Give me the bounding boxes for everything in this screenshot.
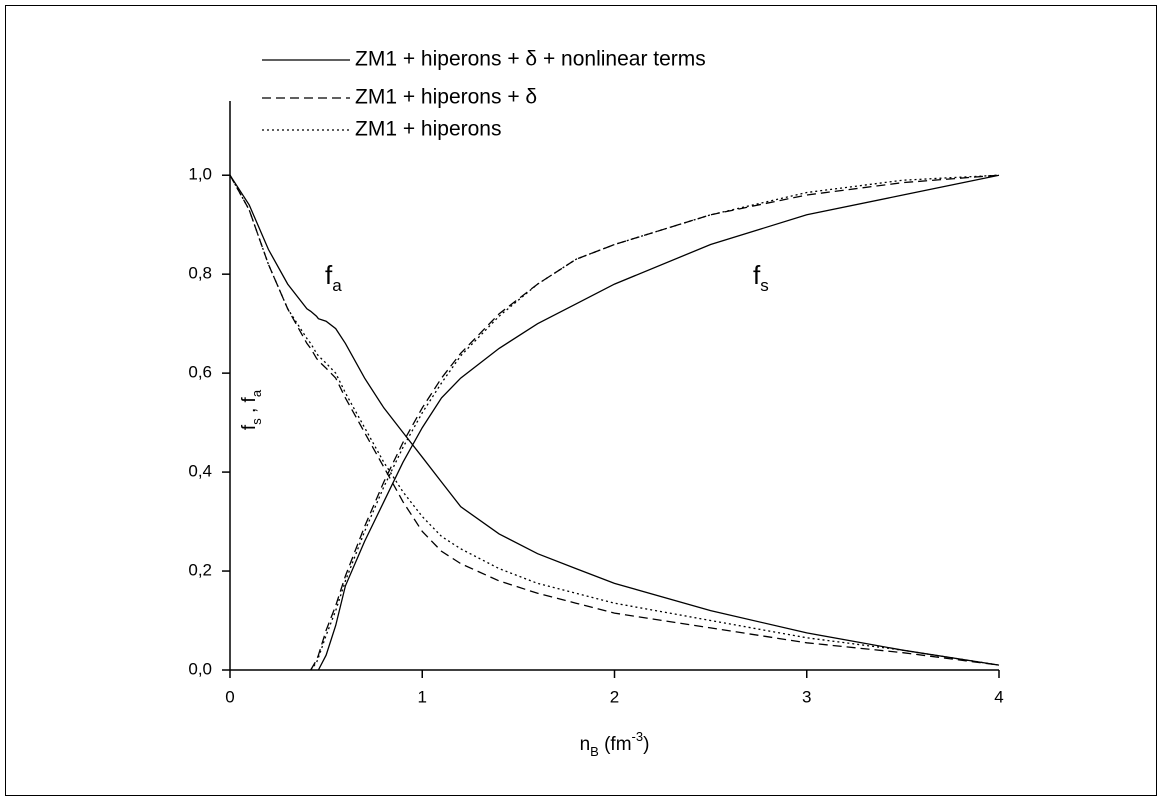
annotation-sub: a: [332, 276, 342, 295]
series-line: [229, 174, 1000, 666]
y-axis-label-part: , f: [239, 396, 260, 418]
x-axis-label-part: n: [580, 734, 591, 755]
series-line: [317, 174, 1000, 671]
y-tick-label: 0,4: [188, 462, 212, 481]
y-axis-label-part: f: [239, 424, 260, 430]
y-tick-label: 0,0: [188, 659, 212, 678]
series-line: [229, 174, 1000, 666]
x-axis-label-part: ): [643, 734, 649, 755]
y-tick-label: 0,2: [188, 561, 212, 580]
legend-label: ZM1 + hiperons + δ + nonlinear terms: [355, 48, 706, 71]
x-tick-label: 4: [994, 687, 1003, 706]
frame: [5, 5, 1157, 796]
y-tick-label: 0,6: [188, 363, 212, 382]
annotation: fa: [325, 260, 342, 295]
legend-label: ZM1 + hiperons + δ: [355, 86, 537, 109]
legend-label: ZM1 + hiperons: [355, 118, 502, 141]
series-line: [310, 174, 1000, 671]
y-axis-label-part: a: [249, 389, 264, 397]
series-line: [310, 174, 1000, 671]
y-tick-label: 1,0: [188, 165, 212, 184]
annotation: fs: [753, 260, 769, 295]
x-axis-label-part: B: [590, 744, 599, 759]
annotation-sub: s: [760, 276, 769, 295]
x-tick-label: 3: [802, 687, 811, 706]
annotation-text: f: [325, 260, 333, 290]
series-line: [229, 174, 1000, 666]
annotation-text: f: [753, 260, 761, 290]
x-axis-label: nB (fm-3): [580, 729, 650, 759]
x-axis-label-part: (fm: [599, 734, 632, 755]
x-tick-label: 2: [610, 687, 619, 706]
x-tick-label: 0: [225, 687, 234, 706]
x-axis-label-part: -3: [632, 729, 644, 744]
y-tick-label: 0,8: [188, 264, 212, 283]
x-tick-label: 1: [418, 687, 427, 706]
y-axis-label: fs , fa: [239, 389, 264, 430]
y-axis-label-part: s: [249, 418, 264, 425]
